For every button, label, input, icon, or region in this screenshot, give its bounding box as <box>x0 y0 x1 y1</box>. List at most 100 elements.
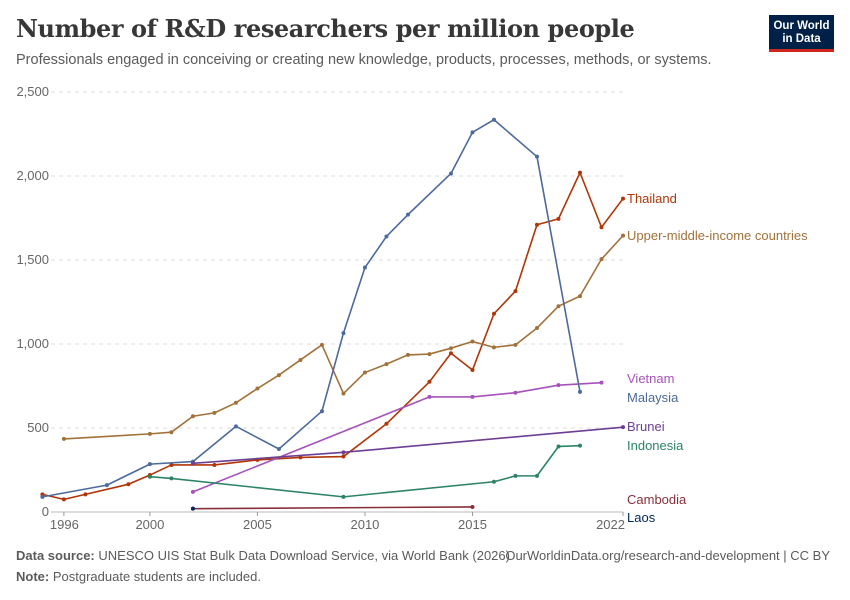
data-point <box>169 430 174 435</box>
data-point <box>599 225 604 230</box>
data-point <box>384 421 389 426</box>
series-label-malaysia: Malaysia <box>627 390 679 405</box>
data-point <box>341 450 346 455</box>
note-text: Postgraduate students are included. <box>52 569 261 584</box>
data-point <box>190 489 195 494</box>
y-tick-label: 1,000 <box>16 336 49 351</box>
data-point <box>491 479 496 484</box>
data-point <box>577 294 582 299</box>
data-point <box>298 455 303 460</box>
data-point <box>212 462 217 467</box>
chart-title: Number of R&D researchers per million pe… <box>16 14 635 43</box>
owid-logo[interactable]: Our World in Data <box>769 15 834 52</box>
data-point <box>470 130 475 135</box>
data-point <box>577 443 582 448</box>
data-point <box>427 394 432 399</box>
data-point <box>491 311 496 316</box>
data-point <box>513 342 518 347</box>
data-point <box>147 431 152 436</box>
data-point <box>255 386 260 391</box>
data-point <box>405 212 410 217</box>
data-point <box>61 497 66 502</box>
data-point <box>621 425 625 430</box>
data-source: Data source: UNESCO UIS Stat Bulk Data D… <box>16 548 510 563</box>
logo-line-2: in Data <box>782 33 821 45</box>
data-point <box>534 326 539 331</box>
data-point <box>212 410 217 415</box>
data-point <box>298 357 303 362</box>
x-tick-label: 2015 <box>458 517 487 532</box>
y-tick-label: 2,500 <box>16 84 49 99</box>
y-tick-label: 500 <box>27 420 49 435</box>
x-tick-label: 2000 <box>135 517 164 532</box>
series-line-indonesia <box>149 444 581 498</box>
data-point <box>577 170 582 175</box>
y-axis-ticks: 0 500 1,000 1,500 2,000 2,500 <box>16 84 49 519</box>
data-source-text[interactable]: UNESCO UIS Stat Bulk Data Download Servi… <box>98 548 510 563</box>
chart-note: Note: Postgraduate students are included… <box>16 569 261 584</box>
note-label: Note: <box>16 569 50 584</box>
data-point <box>319 342 324 347</box>
x-tick-label: 2022 <box>596 517 625 532</box>
source-url[interactable]: OurWorldinData.org/research-and-developm… <box>505 548 830 563</box>
data-point <box>534 222 539 227</box>
data-point <box>470 368 475 373</box>
data-point <box>169 476 174 481</box>
data-point <box>491 117 496 122</box>
data-point <box>556 304 561 309</box>
data-point <box>61 436 66 441</box>
y-tick-label: 0 <box>42 504 49 519</box>
data-point <box>556 444 561 449</box>
data-point <box>384 362 389 367</box>
data-point <box>147 462 152 467</box>
data-point <box>341 331 346 336</box>
line-chart: 0 500 1,000 1,500 2,000 2,500 1996 2000 2005 201… <box>16 84 808 532</box>
grid-lines <box>51 91 623 513</box>
data-point <box>513 473 518 478</box>
series-labels: Thailand Upper-middle-income countries Vie… <box>627 191 808 525</box>
data-point <box>448 346 453 351</box>
data-point <box>513 390 518 395</box>
y-tick-label: 2,000 <box>16 168 49 183</box>
series-line-cambodia <box>192 506 473 510</box>
series-line-vietnam <box>192 381 602 493</box>
data-point <box>470 394 475 399</box>
series-label-brunei: Brunei <box>627 419 665 434</box>
data-point <box>427 379 432 384</box>
data-point <box>276 447 281 451</box>
data-point <box>233 400 238 405</box>
data-point <box>362 370 367 375</box>
data-point <box>190 461 195 466</box>
data-point <box>190 414 195 419</box>
series-label-laos: Laos <box>627 510 656 525</box>
series-label-upper-middle-income-countries: Upper-middle-income countries <box>627 228 808 243</box>
series-line-thailand <box>42 171 624 501</box>
data-point <box>190 506 195 511</box>
data-point <box>534 154 539 159</box>
data-point <box>362 265 367 270</box>
data-point <box>599 257 604 262</box>
data-point <box>621 233 625 238</box>
data-point <box>577 389 582 394</box>
data-point <box>126 482 131 487</box>
series-line-malaysia <box>42 118 581 498</box>
x-axis-ticks: 1996 2000 2005 2010 2015 2022 <box>50 512 625 532</box>
data-point <box>556 216 561 221</box>
x-tick-label: 2010 <box>350 517 379 532</box>
data-point <box>448 351 453 356</box>
series-label-thailand: Thailand <box>627 191 677 206</box>
data-point <box>470 339 475 344</box>
y-tick-label: 1,500 <box>16 252 49 267</box>
data-point <box>470 504 475 509</box>
data-point <box>147 474 152 479</box>
data-point <box>104 483 109 488</box>
series-label-indonesia: Indonesia <box>627 438 684 453</box>
data-point <box>448 171 453 176</box>
data-point <box>384 234 389 239</box>
logo-line-1: Our World <box>773 20 830 32</box>
data-point <box>491 345 496 350</box>
data-point <box>556 383 561 388</box>
data-source-label: Data source: <box>16 548 95 563</box>
series-label-cambodia: Cambodia <box>627 492 687 507</box>
chart-subtitle: Professionals engaged in conceiving or c… <box>16 52 712 68</box>
